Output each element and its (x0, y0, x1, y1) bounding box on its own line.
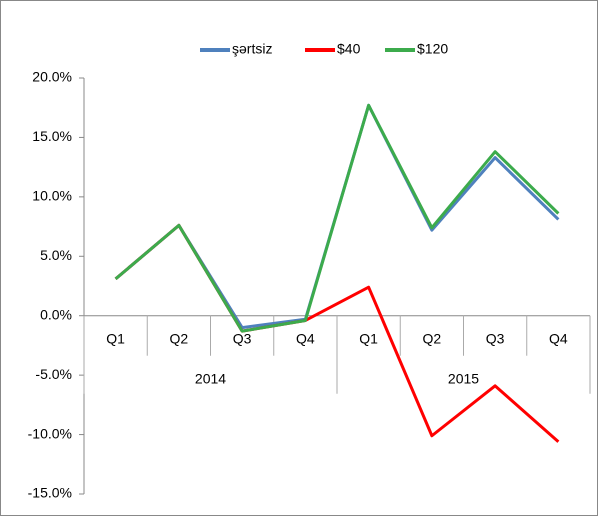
legend-label: $40 (337, 41, 361, 57)
x-tick-label: Q4 (296, 330, 315, 346)
y-tick-label: -10.0% (28, 425, 72, 441)
y-tick-label: -5.0% (35, 366, 72, 382)
x-tick-label: Q2 (423, 330, 442, 346)
y-tick-label: 15.0% (32, 128, 72, 144)
y-tick-label: 10.0% (32, 188, 72, 204)
x-tick-label: Q3 (486, 330, 505, 346)
y-tick-label: 5.0% (40, 247, 72, 263)
x-tick-label: Q3 (233, 330, 252, 346)
x-tick-label: Q1 (106, 330, 125, 346)
x-tick-label: Q4 (549, 330, 568, 346)
series-line (114, 103, 560, 333)
x-tick-label: Q2 (170, 330, 189, 346)
y-tick-label: 0.0% (40, 306, 72, 322)
y-tick-label: 20.0% (32, 69, 72, 85)
x-group-label: 2014 (195, 370, 226, 386)
x-tick-label: Q1 (359, 330, 378, 346)
x-group-label: 2015 (448, 370, 479, 386)
legend-label: şərtsiz (232, 41, 272, 57)
legend-label: $120 (417, 41, 448, 57)
y-tick-label: -15.0% (28, 485, 72, 501)
